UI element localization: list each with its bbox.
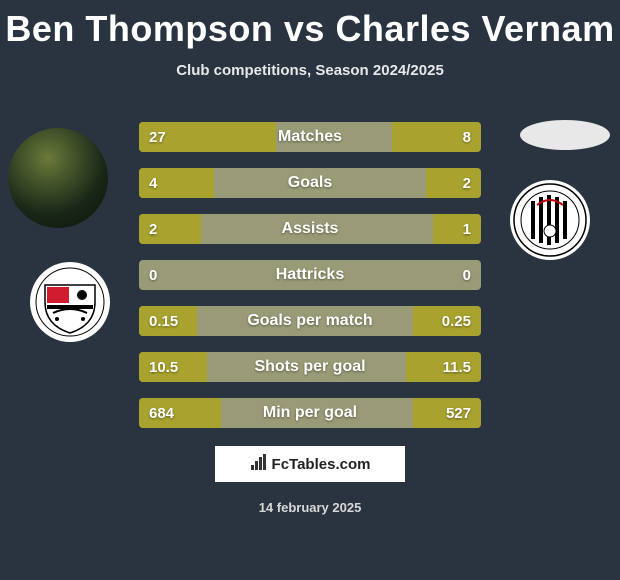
bar-row: 00Hattricks (139, 260, 481, 290)
page-title: Ben Thompson vs Charles Vernam (0, 0, 620, 50)
player-right-avatar (520, 120, 610, 150)
brand-text: FcTables.com (272, 456, 371, 473)
bar-row: 278Matches (139, 122, 481, 152)
club-crest-left (30, 262, 110, 342)
club-crest-right (510, 180, 590, 260)
bar-label: Goals (139, 168, 481, 198)
bar-label: Min per goal (139, 398, 481, 428)
bar-label: Assists (139, 214, 481, 244)
subtitle: Club competitions, Season 2024/2025 (0, 62, 620, 79)
bar-row: 10.511.5Shots per goal (139, 352, 481, 382)
bar-row: 42Goals (139, 168, 481, 198)
bromley-crest-icon (35, 267, 105, 337)
player-left-avatar (8, 128, 108, 228)
bar-label: Matches (139, 122, 481, 152)
brand-badge: FcTables.com (215, 446, 405, 482)
grimsby-crest-icon (513, 183, 587, 257)
bar-label: Hattricks (139, 260, 481, 290)
bar-label: Shots per goal (139, 352, 481, 382)
bar-row: 684527Min per goal (139, 398, 481, 428)
comparison-bars: 278Matches 42Goals 21Assists 00Hattricks 0.1… (139, 122, 481, 444)
footer-date: 14 february 2025 (0, 500, 620, 515)
fctables-icon (250, 453, 268, 475)
bar-row: 21Assists (139, 214, 481, 244)
bar-row: 0.150.25Goals per match (139, 306, 481, 336)
bar-label: Goals per match (139, 306, 481, 336)
